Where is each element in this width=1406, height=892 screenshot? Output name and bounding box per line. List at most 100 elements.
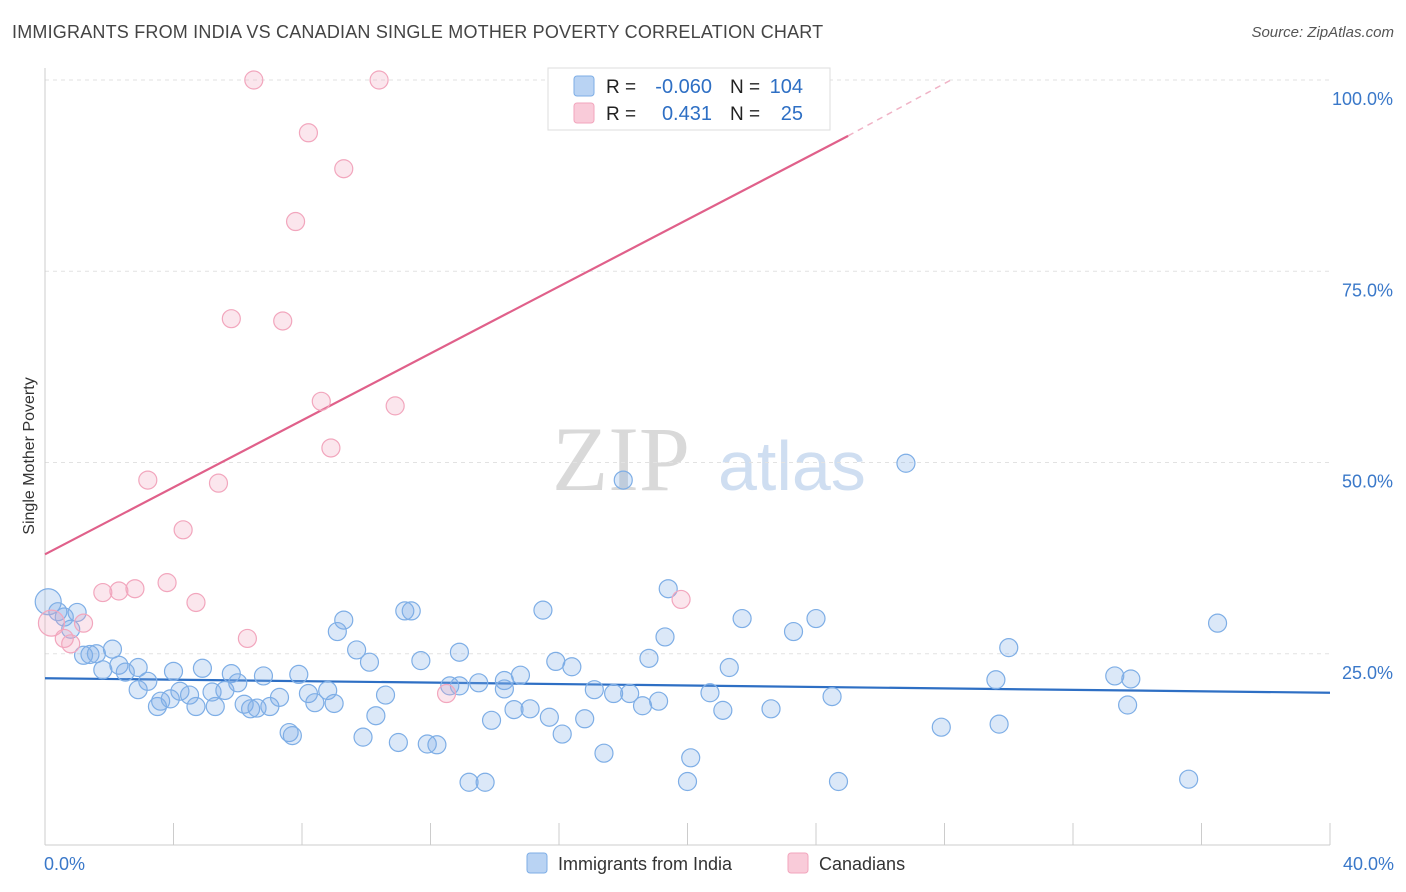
legend-r-label-1: R = xyxy=(606,77,636,98)
canadians-point xyxy=(237,628,257,649)
y-tick-label-100: 100.0% xyxy=(1332,89,1393,109)
india-point xyxy=(613,470,633,490)
india-point xyxy=(546,651,566,672)
india-point xyxy=(648,691,669,711)
canadians-point xyxy=(369,70,389,90)
india-point xyxy=(761,699,781,719)
india-point xyxy=(269,687,290,707)
legend-r-label-2: R = xyxy=(606,104,636,125)
india-point xyxy=(504,699,524,720)
canadians-point xyxy=(208,473,229,493)
india-point xyxy=(475,772,495,792)
india-point xyxy=(562,657,582,677)
india-point xyxy=(594,743,614,763)
canadians-point xyxy=(334,159,354,179)
india-point xyxy=(241,699,261,719)
india-point xyxy=(700,683,720,703)
india-point xyxy=(289,664,309,685)
india-point xyxy=(806,608,826,629)
india-point xyxy=(388,732,408,753)
legend-swatch-blue xyxy=(573,75,595,97)
india-point xyxy=(279,722,299,743)
india-point xyxy=(677,771,698,792)
canadians-point xyxy=(285,211,306,232)
series-legend-label-india: Immigrants from India xyxy=(558,854,733,874)
india-point xyxy=(253,666,274,686)
india-point xyxy=(999,638,1019,658)
series-legend: Immigrants from India Canadians xyxy=(526,852,905,874)
canadians-point xyxy=(37,609,66,637)
india-point xyxy=(205,696,225,717)
india-point xyxy=(401,601,421,621)
india-point xyxy=(481,710,502,730)
india-point xyxy=(533,600,553,620)
axes xyxy=(44,68,1331,846)
india-point xyxy=(417,734,437,754)
canadians-point xyxy=(109,581,129,601)
canadians-point xyxy=(73,613,94,633)
india-point xyxy=(552,724,572,744)
canadians-point xyxy=(244,70,264,90)
y-axis-label: Single Mother Poverty xyxy=(21,377,38,534)
india-point xyxy=(138,671,158,691)
canadians-point xyxy=(273,311,293,331)
india-point xyxy=(327,621,347,642)
canadians-point xyxy=(221,309,241,329)
india-point xyxy=(1118,695,1138,715)
india-point xyxy=(179,685,200,705)
india-point xyxy=(510,665,531,685)
india-point xyxy=(334,610,354,630)
india-point xyxy=(494,679,514,699)
india-point xyxy=(102,639,123,659)
canadians-point xyxy=(298,123,319,143)
canadians-point xyxy=(157,573,177,593)
india-point xyxy=(1121,669,1141,689)
india-point xyxy=(80,644,100,665)
series-legend-swatch-india xyxy=(526,852,548,874)
canadians-trend-extension xyxy=(847,79,952,137)
india-point xyxy=(347,640,367,660)
x-tick-label-max: 40.0% xyxy=(1343,854,1394,874)
india-point xyxy=(282,726,302,746)
india-point xyxy=(986,670,1006,690)
india-point xyxy=(604,683,624,704)
india-point xyxy=(681,748,701,768)
india-point xyxy=(86,644,107,664)
india-point xyxy=(584,680,604,700)
india-point xyxy=(896,453,916,473)
canadians-point xyxy=(186,592,206,613)
series-legend-swatch-canadians xyxy=(787,852,809,874)
india-point xyxy=(1207,613,1228,633)
y-tick-label-25: 25.0% xyxy=(1342,663,1393,683)
canadians-point xyxy=(125,579,145,599)
india-point xyxy=(170,681,190,701)
stats-legend-box xyxy=(547,67,831,131)
legend-swatch-pink xyxy=(573,102,595,124)
legend-n-label-1: N = xyxy=(730,77,760,98)
india-point xyxy=(228,673,248,693)
india-point xyxy=(732,608,752,629)
india-point xyxy=(713,700,733,720)
india-point xyxy=(427,735,447,755)
india-point xyxy=(366,706,386,726)
india-point xyxy=(411,651,431,671)
x-tick-label-min: 0.0% xyxy=(44,854,85,874)
canadians-point xyxy=(54,628,74,649)
trend-lines xyxy=(44,79,1331,694)
y-tick-label-75: 75.0% xyxy=(1342,280,1393,300)
india-point xyxy=(34,588,62,616)
india-point xyxy=(620,683,640,704)
india-point xyxy=(639,648,659,668)
watermark-atlas: atlas xyxy=(718,427,866,505)
india-point xyxy=(375,685,396,705)
y-tick-labels: 25.0% 50.0% 75.0% 100.0% xyxy=(1332,89,1393,683)
india-point xyxy=(459,772,479,792)
canadians-point xyxy=(61,634,81,654)
india-point xyxy=(1179,769,1199,789)
canadians-point xyxy=(385,396,405,416)
canadians-point xyxy=(93,582,113,603)
india-point xyxy=(719,657,739,678)
india-point xyxy=(469,673,489,693)
legend-n-label-2: N = xyxy=(730,104,760,125)
